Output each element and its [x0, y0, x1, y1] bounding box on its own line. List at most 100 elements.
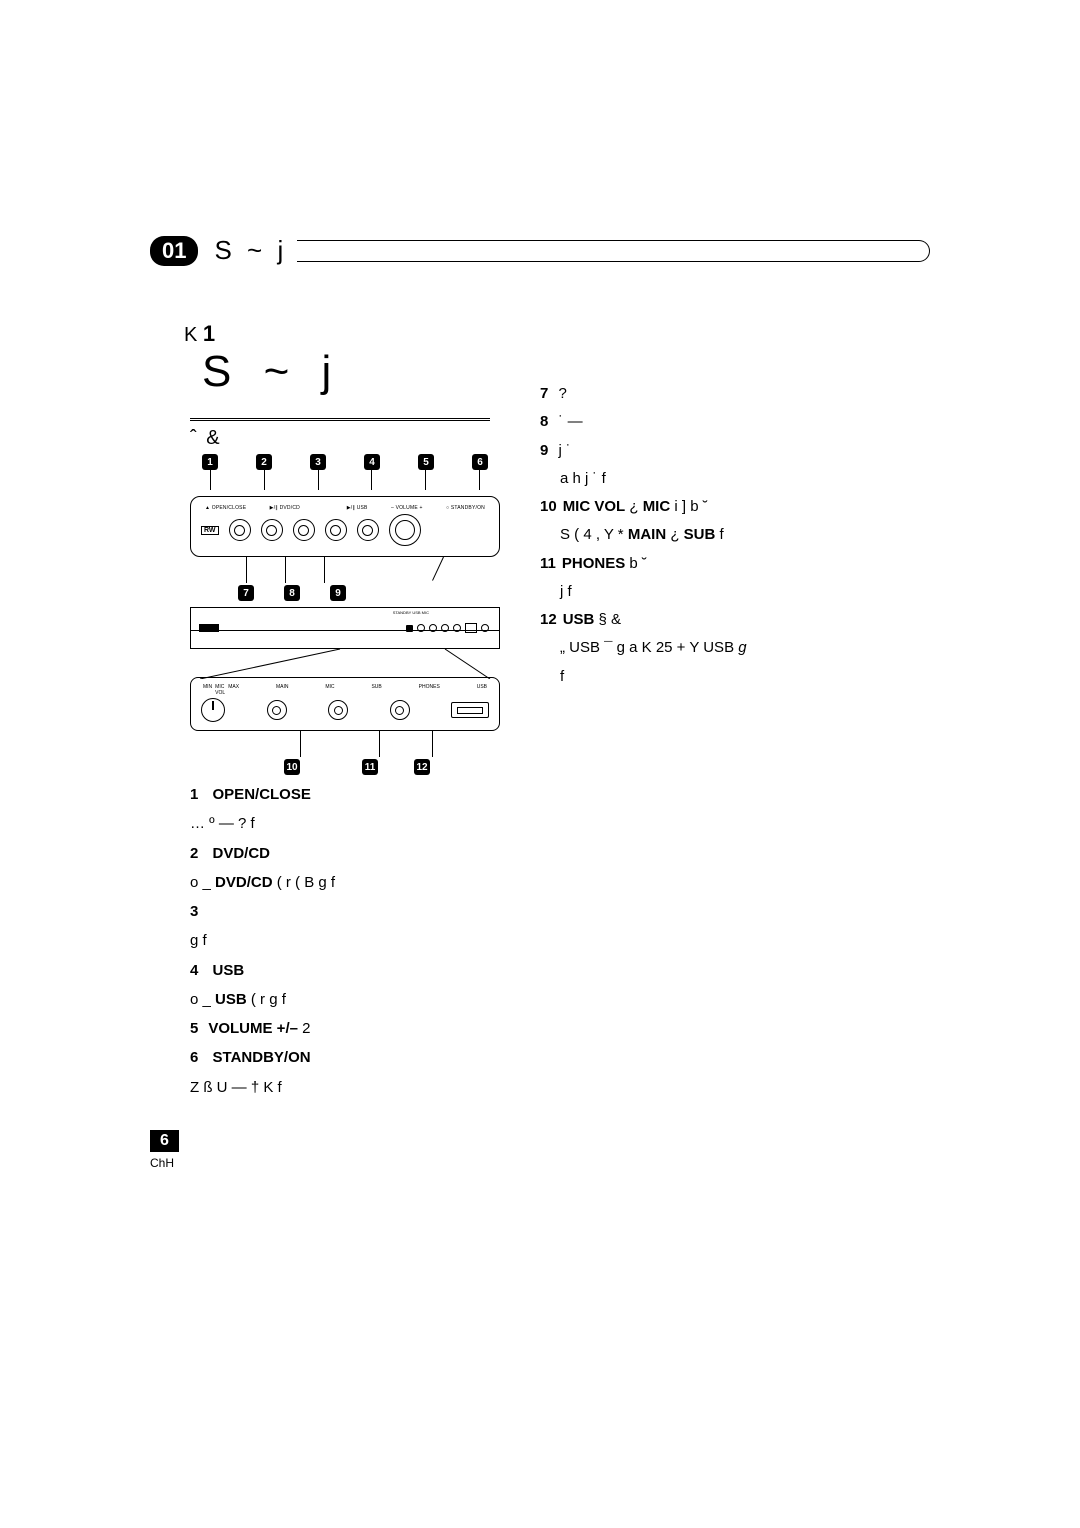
page-number-badge: 6 [150, 1130, 179, 1152]
label-volume: VOLUME [396, 505, 418, 511]
usb-port [451, 702, 489, 718]
item4-title: USB [208, 962, 244, 979]
bottom-callout-row: 10 11 12 [190, 759, 500, 775]
r11-num: 11 [540, 555, 556, 572]
knob-power [389, 514, 421, 546]
item6-desc: Z ß U — † K f [190, 1076, 510, 1099]
item1-desc: … º — ? f [190, 812, 510, 835]
label-sub: SUB [371, 684, 381, 696]
knob-2 [261, 519, 283, 541]
bottom-lines [190, 731, 500, 757]
right-column: 7 ? 8 ˙ — 9 j ˙ a h j ˙ f 10MIC VOL ¿ MI… [540, 377, 900, 1105]
bottom-panel-labels: MIN MIC VOL MAX MAIN MIC SUB PHONES USB [201, 684, 489, 698]
knob-5 [357, 519, 379, 541]
item6-title: STANDBY/ON [208, 1049, 310, 1066]
r12-num: 12 [540, 611, 557, 628]
label-usb: ▶/∥ USB [347, 505, 368, 511]
r12-sub: „ USB ¯ g a K 25 + Y USB g [560, 636, 900, 659]
sub-heading: ˆ & [190, 427, 510, 450]
r12-sub2: f [560, 665, 900, 688]
callout-1: 1 [202, 454, 218, 470]
r10-num: 10 [540, 498, 557, 515]
callout-5: 5 [418, 454, 434, 470]
callout-6: 6 [472, 454, 488, 470]
label-usb2: USB [477, 684, 487, 696]
unit-front: STANDBY USB MIC [190, 607, 500, 649]
front-panel-diagram: 1 2 3 4 5 6 ▲ OPEN/CLOSE [190, 454, 500, 775]
mid-lines [190, 557, 500, 583]
callout-10: 10 [284, 759, 300, 775]
header-rule [297, 240, 930, 262]
knob-row: RW [201, 514, 489, 546]
r9-sub: a h j ˙ f [560, 467, 900, 490]
bottom-panel: MIN MIC VOL MAX MAIN MIC SUB PHONES USB [190, 677, 500, 731]
r10-sub: S ( 4 , Y * MAIN ¿ SUB f [560, 523, 900, 546]
front-controls [406, 623, 489, 633]
label-standby: STANDBY/ON [451, 505, 485, 511]
disc-tray [227, 619, 398, 637]
header-title: S ~ j [214, 235, 287, 266]
left-column: ˆ & 1 2 3 4 5 6 [190, 397, 510, 1105]
callout-11: 11 [362, 759, 378, 775]
label-main: MAIN [276, 684, 289, 696]
sub-jack [328, 700, 348, 720]
item3-desc: g f [190, 929, 510, 952]
callout-4: 4 [364, 454, 380, 470]
callout-7: 7 [238, 585, 254, 601]
chapter-label: K 1 [184, 321, 930, 347]
zoom-lines [190, 649, 500, 679]
item4-num: 4 [190, 962, 198, 979]
label-phones: PHONES [419, 684, 440, 696]
chapter-header: 01 S ~ j [150, 235, 930, 266]
r9-line: j ˙ [554, 442, 571, 459]
item5-desc: 2 [298, 1020, 311, 1037]
callout-3: 3 [310, 454, 326, 470]
left-item-list: 1 OPEN/CLOSE … º — ? f 2 DVD/CD o _ DVD/… [190, 783, 510, 1099]
brand-logo [199, 624, 219, 632]
label-openclose: ▲ OPEN/CLOSE [205, 505, 246, 511]
label-max: MAX [228, 684, 239, 696]
r7-line: ? [554, 385, 567, 402]
r7-num: 7 [540, 385, 548, 402]
label-dvdcd: ▶/∥ DVD/CD [270, 505, 300, 511]
main-jack [267, 700, 287, 720]
chapter-label-prefix: K [184, 324, 197, 346]
label-minus: – [391, 505, 394, 511]
phones-jack [390, 700, 410, 720]
content-columns: ˆ & 1 2 3 4 5 6 [190, 397, 930, 1105]
r11-sub: j f [560, 580, 900, 603]
item5-num: 5 [190, 1020, 198, 1037]
item1-title: OPEN/CLOSE [208, 786, 311, 803]
r9-num: 9 [540, 442, 548, 459]
label-min: MIN [203, 684, 212, 696]
mid-callout-row: 7 8 9 [190, 585, 500, 601]
item6-num: 6 [190, 1049, 198, 1066]
item2-title: DVD/CD [208, 845, 270, 862]
top-callout-row: 1 2 3 4 5 6 [190, 454, 500, 470]
callout-12: 12 [414, 759, 430, 775]
item1-num: 1 [190, 786, 198, 803]
top-panel: ▲ OPEN/CLOSE ▶/∥ DVD/CD ▶/∥ USB – VOLUME… [190, 496, 500, 557]
manual-page: 01 S ~ j K 1 S ~ j ˆ & 1 2 3 4 5 6 [150, 235, 930, 1105]
item2-desc: o _ DVD/CD ( r ( B g f [190, 871, 510, 894]
top-panel-labels: ▲ OPEN/CLOSE ▶/∥ DVD/CD ▶/∥ USB – VOLUME… [201, 505, 489, 514]
item2-num: 2 [190, 845, 198, 862]
footer-lang: ChH [150, 1156, 174, 1170]
label-vol: VOL [215, 690, 225, 696]
chapter-badge: 01 [150, 236, 198, 266]
label-plus: + [419, 505, 422, 511]
unit-tiny-labels: STANDBY USB MIC [393, 610, 429, 615]
mic-vol-dial [201, 698, 225, 722]
r8-line: ˙ — [554, 413, 582, 430]
knob-1 [229, 519, 251, 541]
label-circ: ○ [446, 505, 449, 511]
bottom-row [201, 698, 489, 722]
rw-badge: RW [201, 526, 219, 535]
callout-2: 2 [256, 454, 272, 470]
label-mic2: MIC [325, 684, 334, 696]
item4-desc: o _ USB ( r g f [190, 988, 510, 1011]
item3-num: 3 [190, 903, 198, 920]
knob-4 [325, 519, 347, 541]
knob-3 [293, 519, 315, 541]
callout-9: 9 [330, 585, 346, 601]
